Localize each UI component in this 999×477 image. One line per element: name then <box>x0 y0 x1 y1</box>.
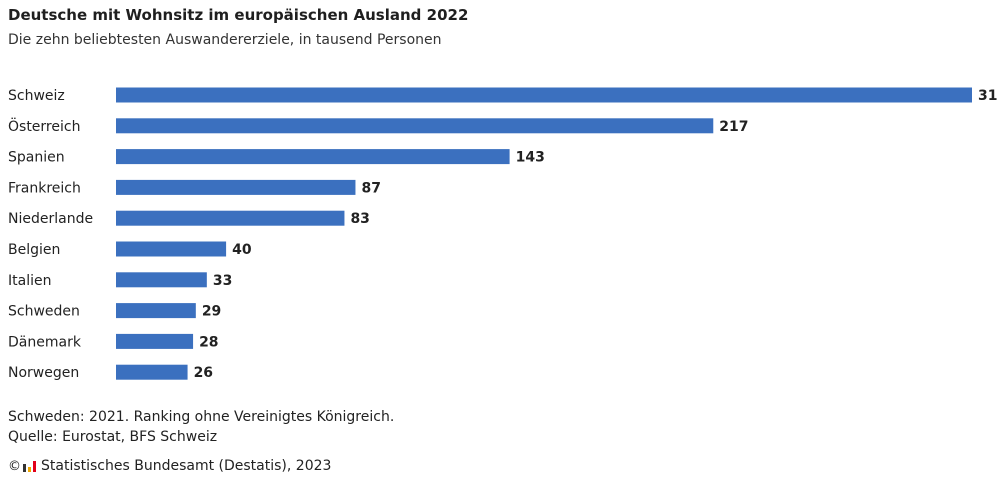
category-label: Österreich <box>8 117 80 135</box>
value-label: 33 <box>213 273 232 289</box>
chart-title: Deutsche mit Wohnsitz im europäischen Au… <box>8 6 469 24</box>
chart-note: Schweden: 2021. Ranking ohne Vereinigtes… <box>8 409 395 425</box>
category-label: Dänemark <box>8 334 82 350</box>
source-note: Quelle: Eurostat, BFS Schweiz <box>8 429 218 445</box>
value-label: 29 <box>202 304 221 320</box>
value-label: 28 <box>199 334 218 350</box>
category-label: Frankreich <box>8 180 81 196</box>
copyright-symbol: © <box>8 458 21 474</box>
chart-subtitle: Die zehn beliebtesten Auswandererziele, … <box>8 32 442 48</box>
category-label: Niederlande <box>8 211 93 227</box>
bar <box>116 241 227 257</box>
bar <box>116 149 510 165</box>
bar <box>116 364 188 380</box>
value-label: 83 <box>350 211 369 227</box>
bar <box>116 118 714 134</box>
destatis-logo-icon <box>23 460 36 472</box>
category-label: Spanien <box>8 150 65 166</box>
value-label: 87 <box>361 180 380 196</box>
category-label: Schweiz <box>8 88 65 104</box>
category-label: Norwegen <box>8 365 79 381</box>
value-label: 26 <box>194 365 213 381</box>
category-label: Schweden <box>8 304 80 320</box>
bar <box>116 303 196 319</box>
bar <box>116 179 356 195</box>
bar <box>116 333 194 349</box>
value-label: 217 <box>719 119 748 135</box>
bar <box>116 87 972 103</box>
footer-text: Statistisches Bundesamt (Destatis), 2023 <box>41 458 332 474</box>
value-label: 40 <box>232 242 252 258</box>
footer-credit: © Statistisches Bundesamt (Destatis), 20… <box>8 458 331 474</box>
category-label: Belgien <box>8 242 60 258</box>
value-label: 311 <box>978 88 999 104</box>
bar <box>116 210 345 226</box>
value-label: 143 <box>516 150 545 166</box>
category-label: Italien <box>8 273 51 289</box>
bar <box>116 272 207 288</box>
bar-chart: Schweiz 311 Österreich 217 Spanien 143 Frankre… <box>8 87 999 381</box>
